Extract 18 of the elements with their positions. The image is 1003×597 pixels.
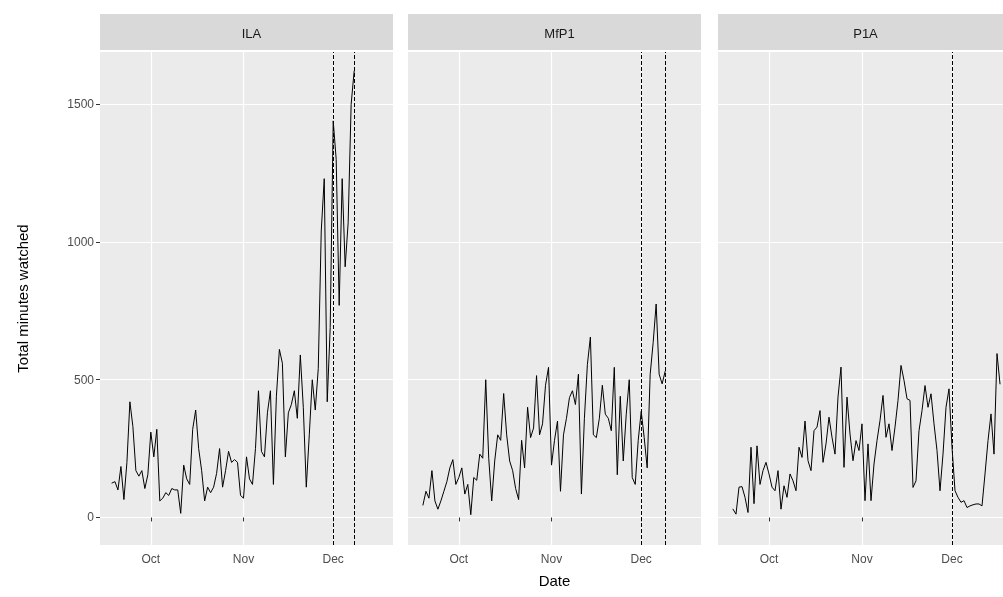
chart-title: P1A <box>853 26 879 41</box>
x-axis-title: Date <box>538 572 571 589</box>
x-tick-label: Oct <box>141 552 161 566</box>
chart-title: MfP1 <box>544 26 575 41</box>
x-tick-label: Dec <box>941 552 963 566</box>
x-tick-label: Nov <box>232 552 255 566</box>
x-tick-label: Nov <box>540 552 563 566</box>
y-tick-label: 0 <box>87 510 95 525</box>
x-tick-label: Nov <box>851 552 873 566</box>
y-axis-title: Total minutes watched <box>14 224 31 373</box>
y-tick-label: 1000 <box>67 235 95 250</box>
x-tick-label: Dec <box>630 552 652 566</box>
x-tick-label: Oct <box>449 552 469 566</box>
x-tick-label: Oct <box>759 552 779 566</box>
x-tick-label: Dec <box>322 552 344 566</box>
y-tick-label: 1500 <box>67 97 95 112</box>
y-tick-label: 500 <box>73 372 95 387</box>
chart-title: ILA <box>241 26 262 41</box>
